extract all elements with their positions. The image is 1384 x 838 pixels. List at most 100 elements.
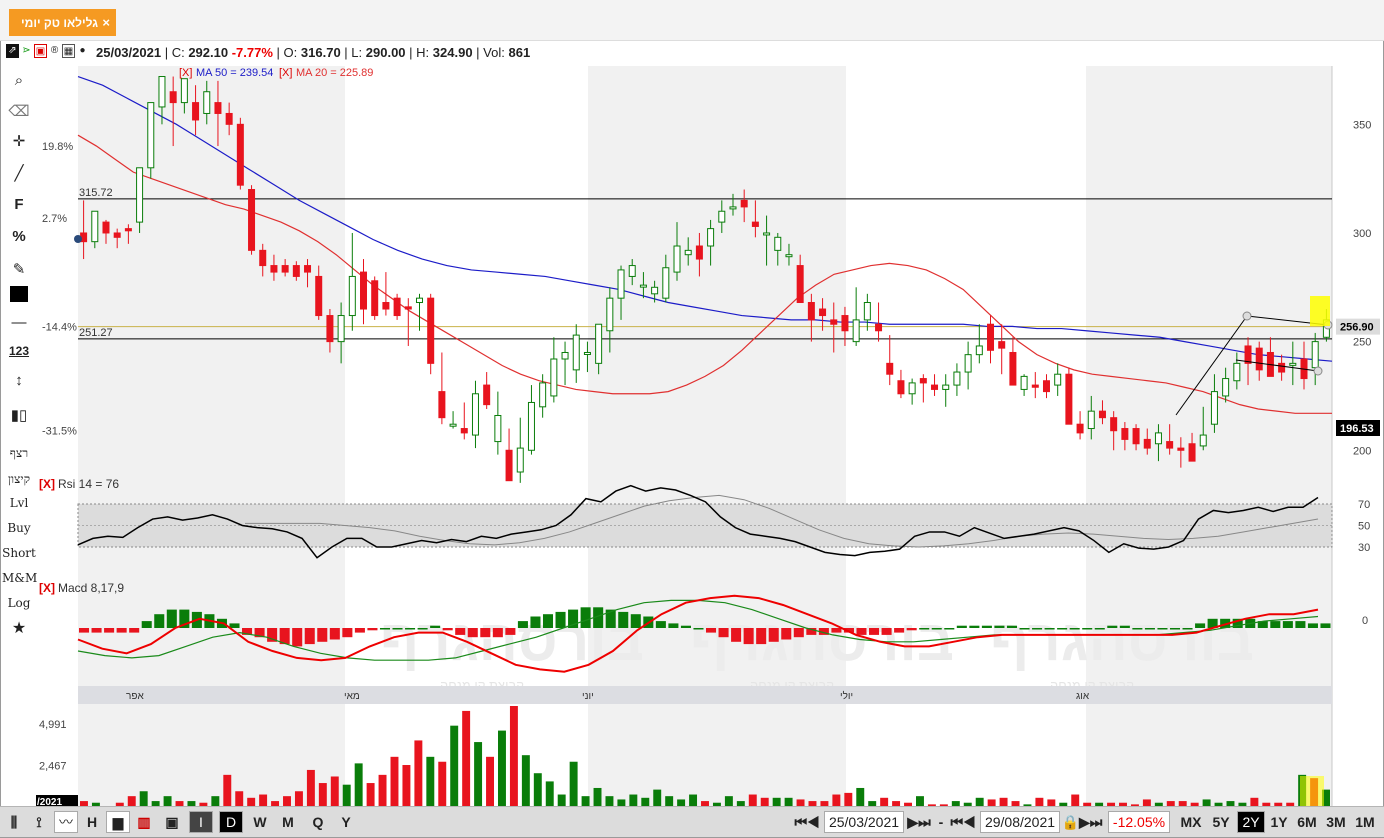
macd-hist-bar <box>1282 621 1293 628</box>
period-d[interactable]: D <box>219 811 243 833</box>
crosshair-icon[interactable]: ✛ <box>12 133 26 150</box>
tool-short[interactable]: Short <box>2 546 36 560</box>
macd-hist-bar <box>292 628 303 647</box>
tool-sequence[interactable]: רצף <box>9 446 29 460</box>
close-icon[interactable]: × <box>102 15 110 30</box>
period-y[interactable]: Y <box>341 814 351 830</box>
indicator-icon[interactable]: ⟟ <box>36 814 42 830</box>
hline-icon[interactable]: — <box>11 314 27 331</box>
edit-icon[interactable]: ✎ <box>12 261 26 278</box>
range-5y[interactable]: 5Y <box>1212 814 1230 830</box>
candle-body <box>931 384 939 390</box>
macd-hist-bar <box>856 628 867 635</box>
tab-chart[interactable]: × גלילאו טק יומי <box>9 9 116 36</box>
range-3m[interactable]: 3M <box>1326 814 1346 830</box>
period-i[interactable]: I <box>189 811 213 833</box>
to-date[interactable]: 29/08/2021 <box>980 811 1060 833</box>
volume-bar <box>545 781 554 806</box>
share-icon[interactable]: ⋗ <box>22 45 31 56</box>
search-icon[interactable]: ⌕ <box>14 72 24 89</box>
last-price-label: 256.90 <box>1340 322 1374 334</box>
volume-bar <box>80 801 88 806</box>
candle-body <box>1244 345 1252 364</box>
bars-icon[interactable]: ▆ <box>106 811 130 833</box>
percent-icon[interactable]: % <box>12 228 26 245</box>
number-icon[interactable]: 123 <box>8 344 30 358</box>
range-6m[interactable]: 6M <box>1297 814 1317 830</box>
tool-log[interactable]: Log <box>7 596 31 610</box>
lock-forward-icon[interactable]: 🔒▶⏭ <box>1061 814 1103 830</box>
date-edge-box <box>36 795 78 806</box>
from-date[interactable]: 25/03/2021 <box>824 811 904 833</box>
volume-bar <box>760 797 769 806</box>
eraser-icon[interactable]: ⌫ <box>8 103 30 120</box>
macd-hist-bar <box>379 628 390 630</box>
calculator-icon[interactable]: ▦ <box>62 44 75 58</box>
macd-hist-bar <box>1132 628 1143 630</box>
candles-icon[interactable]: ▮▯ <box>10 407 28 424</box>
candle-body <box>908 382 916 395</box>
range-1y[interactable]: 1Y <box>1270 814 1288 830</box>
back-icon[interactable]: ⏮◀ <box>950 814 976 830</box>
macd-hist-bar <box>969 625 980 628</box>
range-1m[interactable]: 1M <box>1355 814 1375 830</box>
period-m[interactable]: M <box>282 814 294 830</box>
comment-icon[interactable]: ● <box>79 45 86 56</box>
first-back-icon[interactable]: ⏮◀ <box>794 814 820 830</box>
period-w[interactable]: W <box>253 814 267 830</box>
candle-body <box>628 265 636 277</box>
candle-body <box>651 286 659 295</box>
volume-bar <box>402 765 411 806</box>
star-icon[interactable]: ★ <box>11 620 27 637</box>
candle-body <box>1087 410 1095 430</box>
candle-body <box>248 189 256 251</box>
forward-icon[interactable]: ▶⏭ <box>907 814 931 830</box>
candle-body <box>1031 384 1039 388</box>
macd-hist-bar <box>1257 621 1268 628</box>
y-tick-pct-label: 2.7% <box>42 213 67 225</box>
tool-level[interactable]: Lvl <box>9 496 29 510</box>
height-icon[interactable]: ↕ <box>15 372 23 389</box>
candle-body <box>807 302 815 321</box>
candle-body <box>1132 428 1140 445</box>
fibonacci-icon[interactable]: F <box>14 196 24 213</box>
hl-icon[interactable]: H <box>86 814 98 830</box>
candle-body <box>337 315 345 343</box>
macd-close-tag: [X] <box>39 581 55 595</box>
registered-icon[interactable]: ® <box>50 45 59 56</box>
volume-bar <box>509 706 518 806</box>
macd-hist-bar <box>693 628 704 630</box>
close-label: C: <box>171 45 185 60</box>
zoom-tool-icon[interactable]: ⇗ <box>6 44 19 58</box>
range-2y[interactable]: 2Y <box>1237 811 1265 833</box>
macd-hist-bar <box>680 625 691 628</box>
period-q[interactable]: Q <box>312 814 324 830</box>
volume-bar <box>951 801 960 806</box>
macd-hist-bar <box>580 607 591 628</box>
volume-bar <box>247 797 256 806</box>
macd-hist-bar <box>869 628 880 635</box>
volume-bar <box>987 799 996 806</box>
macd-hist-bar <box>1320 623 1331 628</box>
volume-bar <box>271 801 280 806</box>
candle-body <box>270 265 278 273</box>
volume-bar <box>689 794 698 806</box>
volume-bar <box>665 796 674 806</box>
tool-extreme[interactable]: קיצון <box>8 472 30 486</box>
color-bars-icon[interactable]: ▥ <box>137 814 151 830</box>
tool-buy[interactable]: Buy <box>7 521 31 535</box>
pdf-icon[interactable]: ▣ <box>34 44 47 58</box>
candle-body <box>360 271 368 310</box>
candle-body <box>180 78 188 104</box>
color-icon[interactable] <box>2 286 36 306</box>
tool-mm[interactable]: M&M <box>2 571 38 585</box>
chart-type-icon[interactable]: ⫼ <box>10 814 18 830</box>
candle-body <box>964 354 972 373</box>
volume-bar <box>1202 799 1211 806</box>
range-mx[interactable]: MX <box>1180 814 1202 830</box>
line-icon[interactable]: ╱ <box>14 165 24 182</box>
save-icon[interactable]: ▣ <box>165 814 179 830</box>
range-change: -12.05% <box>1108 811 1170 833</box>
line-chart-icon[interactable]: 〰 <box>54 811 78 833</box>
